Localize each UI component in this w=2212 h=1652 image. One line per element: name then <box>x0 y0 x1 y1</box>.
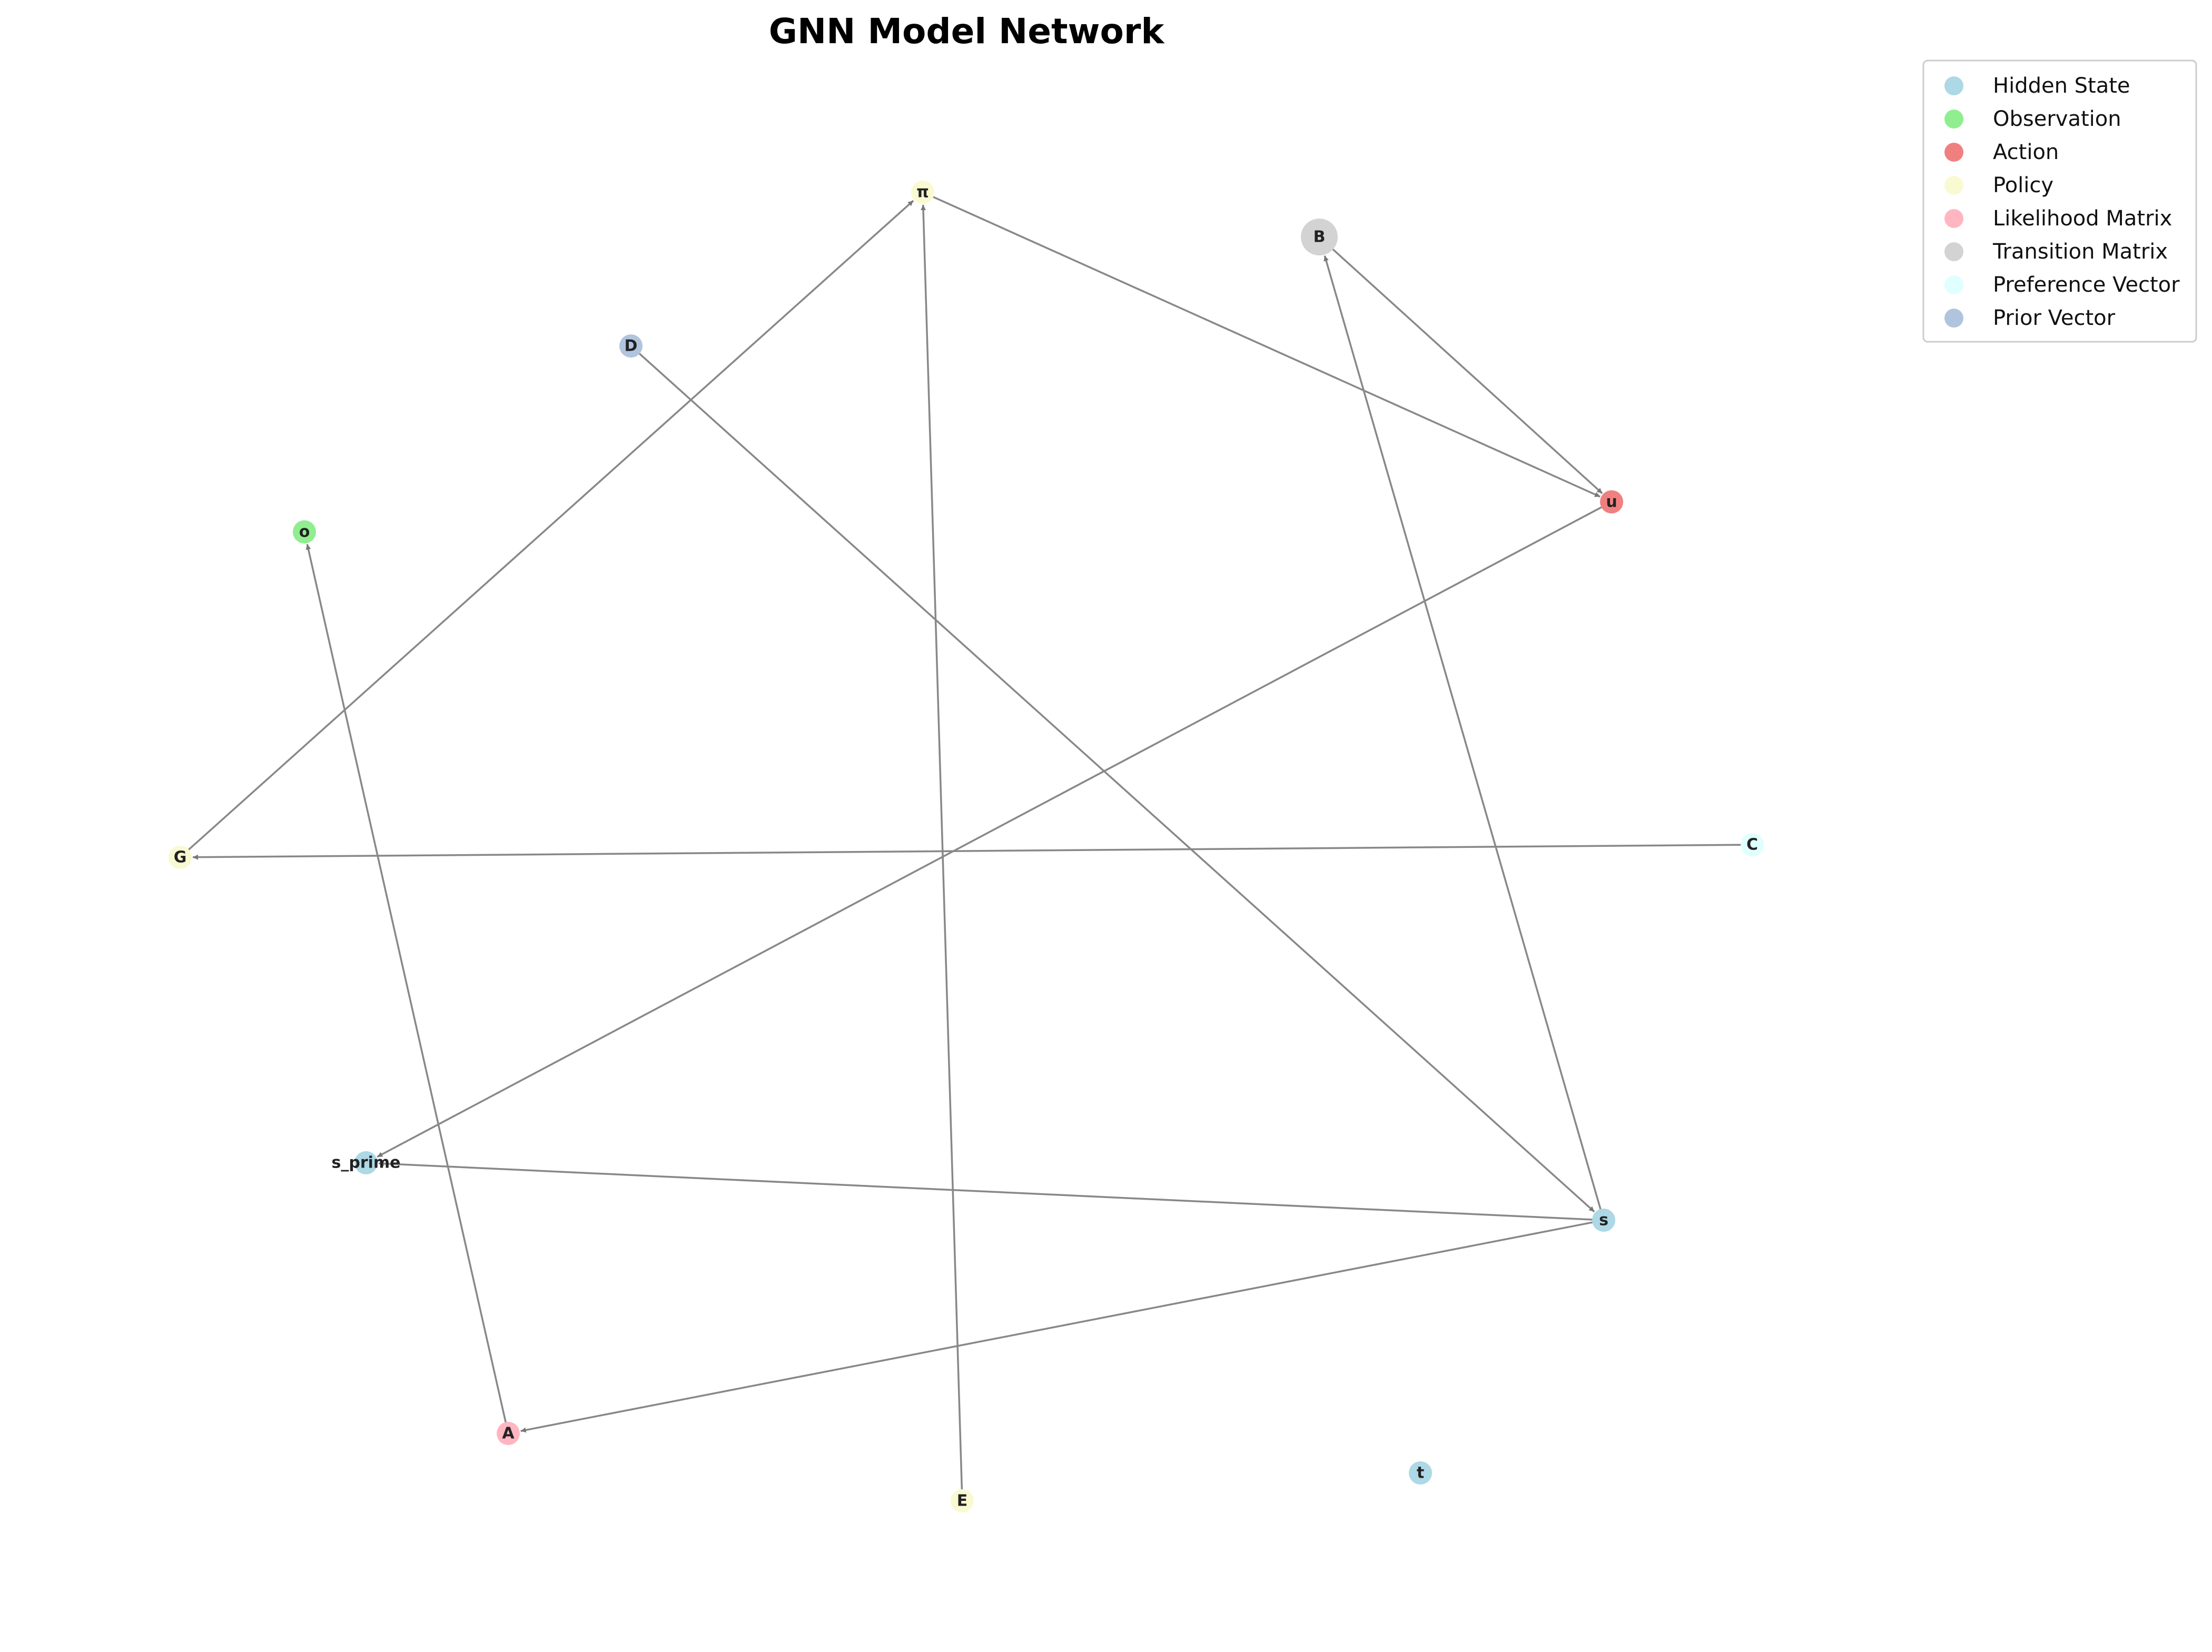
node-u-circle <box>1600 490 1623 513</box>
node-pi-circle <box>911 181 934 204</box>
legend-marker-prior-vector <box>1944 309 1963 328</box>
legend-label-hidden-state: Hidden State <box>1993 74 2130 98</box>
legend-marker-hidden-state <box>1944 76 1963 95</box>
legend-label-preference-vector: Preference Vector <box>1993 273 2180 297</box>
edge-s-to-s_prime <box>378 1161 1595 1221</box>
legend-item-hidden-state: Hidden State <box>1944 74 2130 98</box>
diagram-title: GNN Model Network <box>769 11 1166 52</box>
node-B-label: B <box>1314 228 1326 246</box>
legend: Hidden State Observation Action Policy Likel… <box>1922 60 2197 343</box>
edges-layer <box>186 195 1743 1492</box>
node-s_prime: s_prime <box>331 1151 401 1174</box>
legend-label-likelihood-matrix: Likelihood Matrix <box>1993 206 2172 231</box>
node-u-label: u <box>1606 493 1617 511</box>
legend-label-policy: Policy <box>1993 173 2053 197</box>
edge-B-to-u <box>1330 247 1603 494</box>
legend-item-action: Action <box>1944 140 2059 164</box>
legend-item-likelihood-matrix: Likelihood Matrix <box>1944 206 2172 231</box>
node-C-circle <box>1741 833 1764 856</box>
node-A-label: A <box>502 1425 515 1443</box>
legend-marker-transition-matrix <box>1944 242 1963 261</box>
node-A: A <box>497 1422 520 1445</box>
legend-label-prior-vector: Prior Vector <box>1993 306 2116 330</box>
node-o-circle <box>293 520 316 543</box>
node-s-label: s <box>1599 1211 1608 1230</box>
node-t: t <box>1409 1461 1432 1485</box>
node-G: G <box>169 846 192 869</box>
edge-G-to-pi <box>186 200 914 852</box>
legend-item-observation: Observation <box>1944 107 2121 131</box>
legend-label-observation: Observation <box>1993 107 2121 131</box>
legend-marker-preference-vector <box>1944 275 1963 294</box>
edge-pi-to-u <box>931 195 1601 498</box>
node-s: s <box>1592 1209 1615 1232</box>
node-t-circle <box>1409 1461 1432 1485</box>
edge-s-to-B <box>1324 255 1602 1212</box>
edge-C-to-G <box>192 844 1743 860</box>
node-o-label: o <box>299 523 310 541</box>
legend-marker-action <box>1944 143 1963 162</box>
edge-E-to-pi <box>921 204 963 1492</box>
node-D-circle <box>619 334 643 358</box>
node-A-circle <box>497 1422 520 1445</box>
node-pi: π <box>911 181 934 204</box>
legend-marker-policy <box>1944 176 1963 195</box>
legend-label-action: Action <box>1993 140 2059 164</box>
edge-s-to-A <box>520 1221 1595 1433</box>
node-D: D <box>619 334 643 358</box>
node-B: B <box>1301 219 1338 255</box>
node-D-label: D <box>625 337 638 355</box>
legend-item-transition-matrix: Transition Matrix <box>1944 240 2168 264</box>
node-s_prime-label: s_prime <box>331 1154 400 1172</box>
node-u: u <box>1600 490 1623 513</box>
legend-box <box>1922 60 2197 343</box>
node-B-circle <box>1301 219 1338 255</box>
node-G-circle <box>169 846 192 869</box>
legend-marker-observation <box>1944 110 1963 128</box>
legend-item-preference-vector: Preference Vector <box>1944 273 2180 297</box>
edge-A-to-o <box>305 544 507 1425</box>
node-t-label: t <box>1417 1464 1424 1482</box>
node-C-label: C <box>1746 836 1758 854</box>
legend-item-prior-vector: Prior Vector <box>1944 306 2116 330</box>
legend-label-transition-matrix: Transition Matrix <box>1992 240 2168 264</box>
node-s_prime-circle <box>354 1151 378 1174</box>
node-C: C <box>1741 833 1764 856</box>
node-E: E <box>951 1489 974 1512</box>
edge-u-to-s_prime <box>377 505 1604 1158</box>
legend-marker-likelihood-matrix <box>1944 209 1963 228</box>
node-pi-label: π <box>916 183 929 202</box>
node-E-circle <box>951 1489 974 1512</box>
edge-D-to-s <box>637 351 1595 1213</box>
node-E-label: E <box>957 1492 968 1510</box>
legend-item-policy: Policy <box>1944 173 2053 197</box>
node-s-circle <box>1592 1209 1615 1232</box>
node-G-label: G <box>174 848 187 867</box>
node-o: o <box>293 520 316 543</box>
